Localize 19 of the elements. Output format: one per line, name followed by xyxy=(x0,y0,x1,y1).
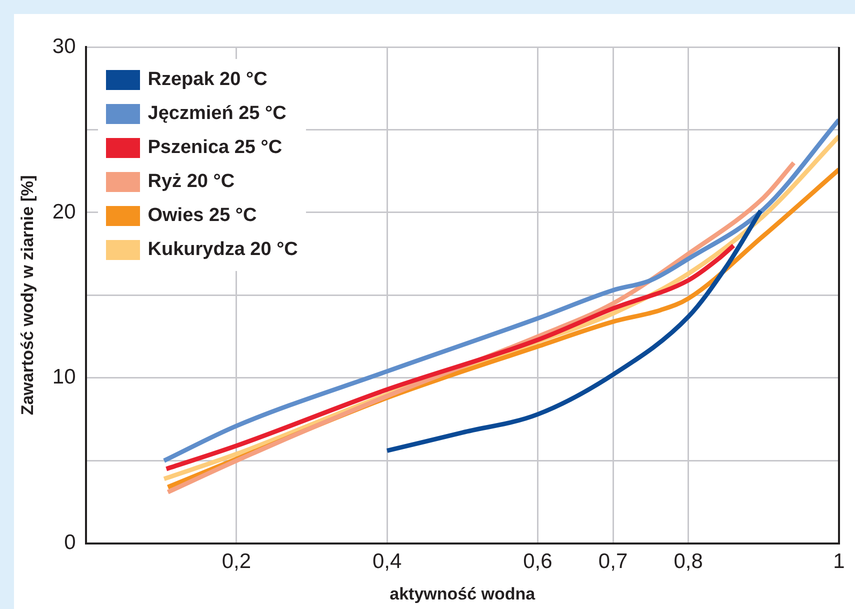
x-tick-label: 0,4 xyxy=(372,550,402,573)
y-tick-label: 30 xyxy=(52,34,76,58)
x-tick-label: 0,8 xyxy=(674,550,703,573)
legend-label: Pszenica 25 °C xyxy=(148,137,282,159)
legend-label: Kukurydza 20 °C xyxy=(148,239,298,261)
legend-label: Owies 25 °C xyxy=(148,205,257,227)
y-tick-label: 20 xyxy=(52,200,76,224)
legend-label: Ryż 20 °C xyxy=(148,171,235,193)
y-tick-label: 10 xyxy=(52,366,76,389)
legend-label: Jęczmień 25 °C xyxy=(148,103,286,125)
x-tick-label: 1 xyxy=(833,550,845,573)
line-series xyxy=(384,208,763,453)
legend-label: Rzepak 20 °C xyxy=(148,69,268,91)
y-tick-label: 0 xyxy=(64,531,76,554)
x-tick-label: 0,6 xyxy=(523,550,552,573)
x-tick-label: 0,2 xyxy=(222,550,252,573)
y-axis-title: Zawartość wody w ziarnie [%] xyxy=(18,175,37,416)
x-axis-title: aktywność wodna xyxy=(390,584,536,604)
x-tick-label: 0,7 xyxy=(598,550,628,573)
